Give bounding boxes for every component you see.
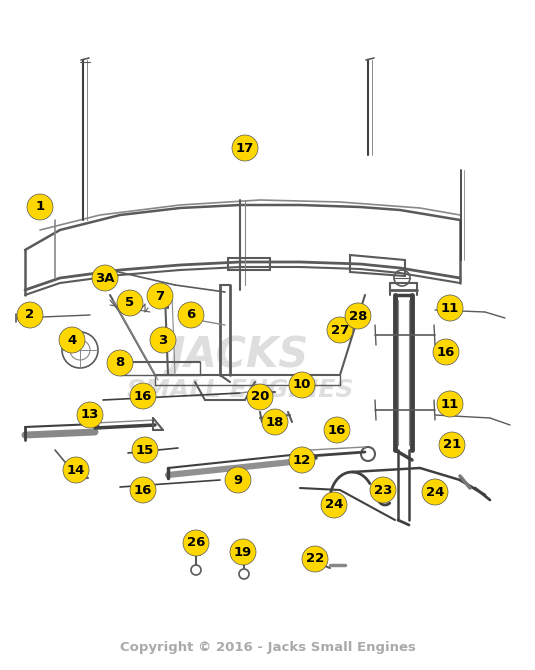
Circle shape — [27, 194, 53, 220]
Circle shape — [92, 265, 118, 291]
Text: SMALL ENGINES: SMALL ENGINES — [127, 378, 353, 402]
Circle shape — [247, 384, 273, 410]
Circle shape — [302, 546, 328, 572]
Circle shape — [117, 290, 143, 316]
Circle shape — [289, 447, 315, 473]
Text: 11: 11 — [441, 397, 459, 411]
Text: 28: 28 — [349, 310, 367, 322]
Text: 3: 3 — [158, 334, 167, 346]
Circle shape — [77, 402, 103, 428]
Text: 2: 2 — [26, 308, 35, 322]
Circle shape — [107, 350, 133, 376]
Circle shape — [130, 383, 156, 409]
Text: 14: 14 — [67, 464, 85, 476]
Text: 24: 24 — [426, 486, 444, 498]
Circle shape — [150, 327, 176, 353]
Text: Copyright © 2016 - Jacks Small Engines: Copyright © 2016 - Jacks Small Engines — [119, 641, 416, 655]
Text: 22: 22 — [306, 553, 324, 565]
Circle shape — [327, 317, 353, 343]
Circle shape — [63, 457, 89, 483]
Text: 16: 16 — [134, 389, 152, 403]
Text: 13: 13 — [81, 409, 99, 421]
Circle shape — [433, 339, 459, 365]
Circle shape — [225, 467, 251, 493]
Circle shape — [321, 492, 347, 518]
Circle shape — [289, 372, 315, 398]
Circle shape — [422, 479, 448, 505]
Text: 9: 9 — [233, 474, 242, 486]
Circle shape — [370, 477, 396, 503]
Circle shape — [59, 327, 85, 353]
Text: 19: 19 — [234, 545, 252, 559]
Circle shape — [17, 302, 43, 328]
Text: 23: 23 — [374, 484, 392, 496]
Text: 7: 7 — [156, 289, 165, 302]
Circle shape — [147, 283, 173, 309]
Text: 11: 11 — [441, 302, 459, 314]
Circle shape — [439, 432, 465, 458]
Text: 24: 24 — [325, 498, 343, 511]
Text: 3A: 3A — [95, 271, 114, 285]
Circle shape — [324, 417, 350, 443]
Text: 26: 26 — [187, 537, 205, 549]
Text: 6: 6 — [186, 308, 196, 322]
Text: 1: 1 — [35, 200, 44, 214]
Text: 20: 20 — [251, 391, 269, 403]
Circle shape — [132, 437, 158, 463]
Text: 15: 15 — [136, 444, 154, 456]
Text: 8: 8 — [116, 356, 125, 369]
Circle shape — [178, 302, 204, 328]
Circle shape — [232, 135, 258, 161]
Text: 16: 16 — [328, 423, 346, 436]
Circle shape — [437, 295, 463, 321]
Circle shape — [345, 303, 371, 329]
Text: JACKS: JACKS — [170, 334, 310, 376]
Circle shape — [130, 477, 156, 503]
Text: 16: 16 — [134, 484, 152, 496]
Text: 5: 5 — [125, 297, 135, 310]
Text: 21: 21 — [443, 438, 461, 452]
Text: 27: 27 — [331, 324, 349, 336]
Text: 16: 16 — [437, 346, 455, 358]
Text: 10: 10 — [293, 379, 311, 391]
Text: 18: 18 — [266, 415, 284, 429]
Text: 12: 12 — [293, 454, 311, 466]
Circle shape — [230, 539, 256, 565]
Circle shape — [437, 391, 463, 417]
Circle shape — [183, 530, 209, 556]
Text: 4: 4 — [67, 334, 77, 346]
Circle shape — [262, 409, 288, 435]
Text: 17: 17 — [236, 141, 254, 155]
